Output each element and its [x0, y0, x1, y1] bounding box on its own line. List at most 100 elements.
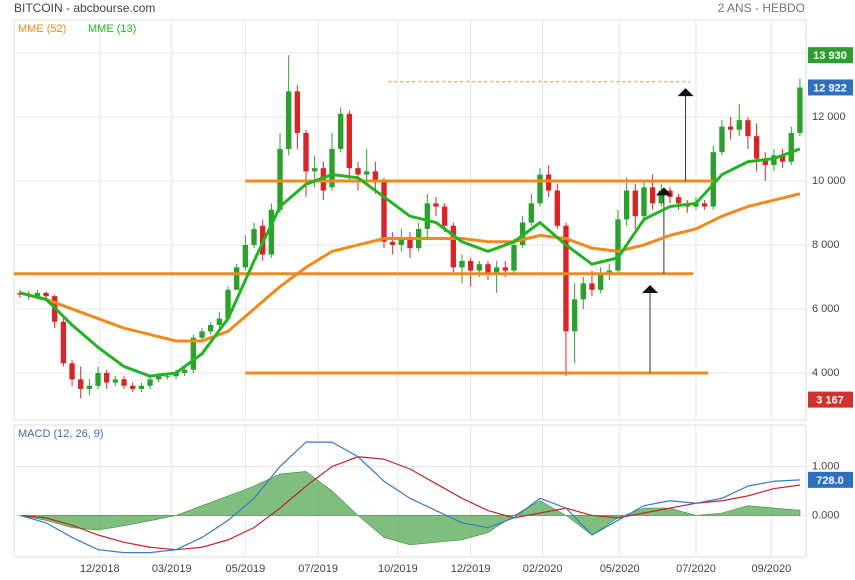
candle-body — [78, 379, 84, 389]
candle-body — [355, 168, 361, 175]
price-label — [808, 47, 853, 64]
candle-body — [398, 238, 405, 245]
chart-subtitle: 2 ANS - HEBDO — [718, 1, 805, 15]
macd-panel — [13, 424, 807, 558]
candle-body — [104, 372, 110, 383]
candle-body — [493, 267, 500, 274]
y-tick-label: 4 000 — [812, 367, 840, 379]
candle-body — [268, 209, 275, 255]
candle-body — [225, 289, 231, 319]
x-tick-label: 02/2020 — [523, 563, 563, 575]
candle-body — [208, 324, 214, 332]
candle-body — [762, 158, 768, 165]
x-tick-label: 05/2019 — [225, 563, 265, 575]
y-tick-label: 1.000 — [812, 460, 840, 472]
panel-title: MACD (12, 26, 9) — [18, 428, 104, 440]
candle-body — [597, 273, 604, 290]
candle-body — [693, 203, 699, 207]
candle-body — [381, 180, 387, 242]
candle-body — [727, 126, 734, 130]
candle-body — [43, 292, 49, 297]
candle-body — [182, 369, 188, 373]
moving-average — [19, 192, 801, 343]
macd-value-label-text: 728.0 — [816, 475, 844, 487]
candle-body — [86, 385, 93, 389]
candle-body — [60, 321, 67, 364]
y-tick-label: 10 000 — [812, 175, 846, 187]
price-label — [808, 391, 853, 408]
candle-body — [511, 244, 517, 271]
candle-body — [615, 219, 621, 271]
candle-body — [190, 337, 197, 370]
candle-body — [641, 187, 647, 217]
x-tick-label: 07/2019 — [298, 563, 338, 575]
candle-body — [303, 132, 309, 172]
candle-body — [363, 171, 370, 175]
candle-body — [138, 385, 145, 389]
price-panel — [13, 19, 807, 421]
candle-body — [407, 238, 413, 249]
candle-body — [485, 264, 491, 274]
candle-body — [147, 379, 153, 386]
candle-body — [476, 264, 483, 271]
signal-line — [20, 456, 801, 551]
candle-body — [277, 148, 283, 210]
price-label-text: 13 930 — [813, 50, 847, 62]
candle-body — [389, 241, 396, 245]
y-tick-label: 0.000 — [812, 509, 840, 521]
candle-body — [736, 120, 742, 130]
candle-body — [199, 331, 205, 338]
arrow-head — [642, 284, 659, 293]
candle-body — [779, 155, 786, 162]
x-tick-label: 12/2019 — [451, 563, 491, 575]
x-tick-label: 12/2018 — [80, 563, 120, 575]
candle-body — [69, 363, 75, 380]
candle-body — [675, 196, 682, 204]
candle-body — [459, 260, 465, 268]
candle-body — [320, 168, 327, 191]
candle-body — [701, 203, 708, 207]
candle-body — [450, 225, 457, 268]
candle-body — [164, 376, 171, 378]
candle-body — [797, 87, 803, 133]
price-label — [808, 79, 853, 96]
candle-body — [753, 136, 760, 159]
x-tick-label: 05/2020 — [600, 563, 640, 575]
candle-body — [251, 228, 257, 245]
candle-body — [234, 267, 240, 290]
price-label-text: 12 922 — [813, 82, 847, 94]
candle-body — [242, 244, 249, 268]
candle-body — [433, 203, 439, 207]
candle-body — [771, 155, 777, 165]
candle-body — [545, 174, 552, 191]
macd-value-label — [808, 471, 853, 488]
candle-body — [563, 225, 569, 332]
candle-body — [658, 190, 664, 204]
x-tick-label: 10/2019 — [378, 563, 418, 575]
candle-body — [372, 171, 379, 181]
candle-body — [502, 267, 509, 271]
x-tick-label: 03/2019 — [152, 563, 192, 575]
y-tick-label: 6 000 — [812, 303, 840, 315]
candle-body — [606, 270, 612, 274]
arrow-head — [655, 187, 672, 196]
candle-body — [95, 372, 101, 386]
y-tick-label: 12 000 — [812, 111, 846, 123]
candle-body — [216, 318, 223, 325]
candle-body — [580, 283, 586, 300]
legend-entry: MME (13) — [88, 23, 136, 35]
candle-body — [589, 283, 595, 290]
candle-body — [337, 113, 344, 149]
candle-body — [528, 203, 534, 223]
candle-body — [329, 148, 335, 188]
candle-body — [156, 376, 162, 380]
macd-line — [19, 441, 800, 554]
candle-body — [537, 174, 543, 204]
candle-body — [173, 372, 179, 377]
candle-body — [121, 379, 127, 386]
candle-body — [286, 91, 292, 149]
candle-body — [130, 385, 136, 389]
price-label-text: 3 167 — [816, 395, 844, 407]
